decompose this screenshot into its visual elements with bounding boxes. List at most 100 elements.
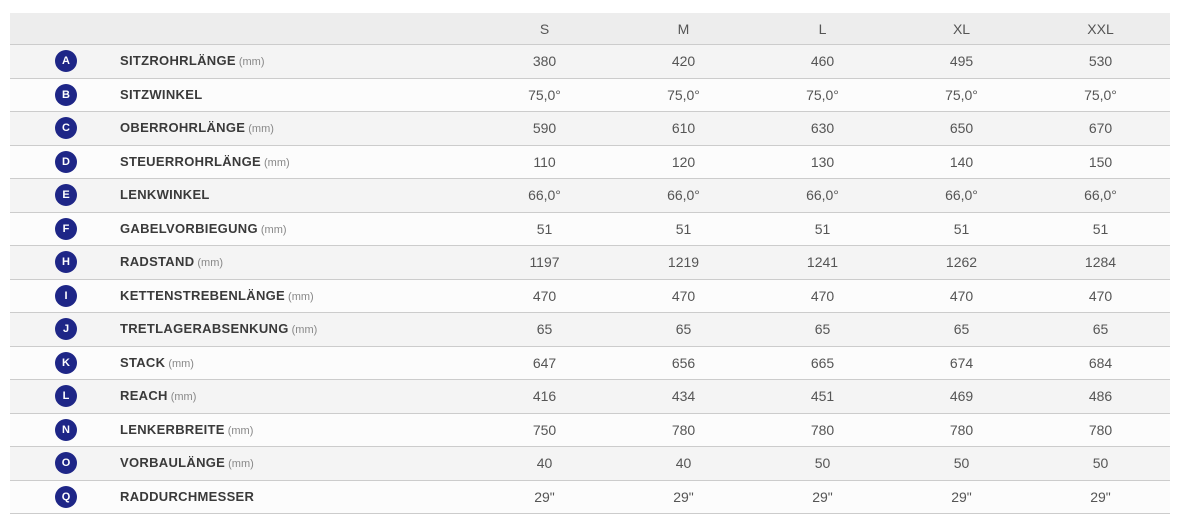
value-cell: 780 [1088,421,1113,438]
row-label: TRETLAGERABSENKUNG (mm) [120,320,317,338]
row-label-cell: L REACH (mm) [10,380,475,413]
size-header-s: S [539,20,550,37]
value-cell: 51 [536,220,553,237]
value-cell: 674 [949,354,974,371]
header-label-spacer [10,13,475,44]
row-label: KETTENSTREBENLÄNGE (mm) [120,287,314,305]
row-badge: Q [55,485,77,508]
value-cell: 470 [810,287,835,304]
row-label: SITZROHRLÄNGE (mm) [120,52,265,70]
row-badge: D [55,150,77,173]
row-label-text: OBERROHRLÄNGE [120,120,246,136]
row-label-text: LENKERBREITE [120,421,225,437]
value-cell: 470 [532,287,557,304]
value-cell: 65 [536,321,553,338]
value-cell: 590 [532,120,557,137]
value-cell: 684 [1088,354,1113,371]
value-cell: 630 [810,120,835,137]
value-cell: 66,0° [528,187,561,204]
row-label-text: KETTENSTREBENLÄNGE [120,287,286,303]
value-cell: 65 [675,321,692,338]
row-label-text: STACK [120,354,166,370]
row-unit: (mm) [227,424,254,437]
row-label-cell: E LENKWINKEL [10,179,475,212]
table-row-sitzwinkel: B SITZWINKEL 75,0° 75,0° 75,0° 75,0° 75,… [10,77,1170,111]
row-label-text: REACH [120,388,168,404]
value-cell: 530 [1088,53,1113,70]
row-badge: N [55,418,77,441]
row-label-text: VORBAULÄNGE [120,455,226,471]
value-cell: 670 [1088,120,1113,137]
value-cell: 130 [810,153,835,170]
value-cell: 1241 [806,254,839,271]
value-cell: 29" [1090,488,1111,505]
value-cell: 66,0° [945,187,978,204]
row-badge: K [55,351,77,374]
row-label: VORBAULÄNGE (mm) [120,454,254,472]
row-badge: C [55,117,77,140]
row-badge: B [55,83,77,106]
table-row-lenkerbreite: N LENKERBREITE (mm) 750 780 780 780 780 [10,412,1170,447]
row-label-cell: J TRETLAGERABSENKUNG (mm) [10,313,475,346]
value-cell: 40 [536,455,553,472]
value-cell: 780 [810,421,835,438]
row-unit: (mm) [197,257,224,270]
value-cell: 75,0° [528,86,561,103]
value-cell: 120 [671,153,696,170]
value-cell: 66,0° [667,187,700,204]
row-label: SITZWINKEL [120,86,205,104]
value-cell: 780 [671,421,696,438]
row-unit: (mm) [168,357,194,370]
value-cell: 434 [671,388,696,405]
size-header-xxl: XXL [1087,20,1114,37]
row-label-cell: N LENKERBREITE (mm) [10,414,475,447]
row-label-cell: K STACK (mm) [10,347,475,380]
row-label-text: RADSTAND [120,254,195,270]
table-row-sitzrohrlaenge: A SITZROHRLÄNGE (mm) 380 420 460 495 530 [10,44,1170,78]
row-unit: (mm) [260,223,287,236]
row-label-text: STEUERROHRLÄNGE [120,153,262,169]
size-header-m: M [677,20,690,37]
row-label-text: GABELVORBIEGUNG [120,220,258,236]
row-label: OBERROHRLÄNGE (mm) [120,119,274,137]
row-label: STEUERROHRLÄNGE (mm) [120,153,290,171]
table-row-gabelvorbiegung: F GABELVORBIEGUNG (mm) 51 51 51 51 51 [10,211,1170,246]
row-badge: A [55,50,77,73]
row-badge: J [55,318,77,341]
row-unit: (mm) [238,56,265,69]
value-cell: 51 [814,220,831,237]
size-header-xl: XL [952,20,971,37]
value-cell: 29" [951,488,972,505]
row-unit: (mm) [170,391,197,404]
value-cell: 51 [675,220,692,237]
table-row-tretlagerabsenkung: J TRETLAGERABSENKUNG (mm) 65 65 65 65 65 [10,312,1170,346]
value-cell: 420 [671,53,696,70]
table-header-row: S M L XL XXL [10,13,1170,44]
value-cell: 416 [532,388,557,405]
row-label-cell: A SITZROHRLÄNGE (mm) [10,45,475,78]
size-header-l: L [818,20,827,37]
row-label-cell: D STEUERROHRLÄNGE (mm) [10,146,475,179]
value-cell: 29" [812,488,833,505]
value-cell: 29" [673,488,694,505]
value-cell: 65 [1092,321,1109,338]
row-label-cell: F GABELVORBIEGUNG (mm) [10,213,475,246]
row-label-cell: H RADSTAND (mm) [10,246,475,279]
value-cell: 65 [814,321,831,338]
value-cell: 750 [532,421,557,438]
row-unit: (mm) [264,156,290,169]
value-cell: 1262 [945,254,978,271]
row-label: RADDURCHMESSER [120,488,257,506]
table-row-steuerrohrlaenge: D STEUERROHRLÄNGE (mm) 110 120 130 140 15… [10,144,1170,179]
table-row-raddurchmesser: Q RADDURCHMESSER 29" 29" 29" 29" 29" [10,479,1170,513]
value-cell: 51 [1092,220,1109,237]
row-label-text: LENKWINKEL [120,187,210,203]
value-cell: 66,0° [806,187,839,204]
value-cell: 40 [675,455,692,472]
row-label-cell: C OBERROHRLÄNGE (mm) [10,112,475,145]
table-row-lenkwinkel: E LENKWINKEL 66,0° 66,0° 66,0° 66,0° 66,… [10,178,1170,212]
value-cell: 150 [1088,153,1113,170]
value-cell: 470 [949,287,974,304]
table-row-radstand: H RADSTAND (mm) 1197 1219 1241 1262 1284 [10,245,1170,279]
value-cell: 486 [1088,388,1113,405]
